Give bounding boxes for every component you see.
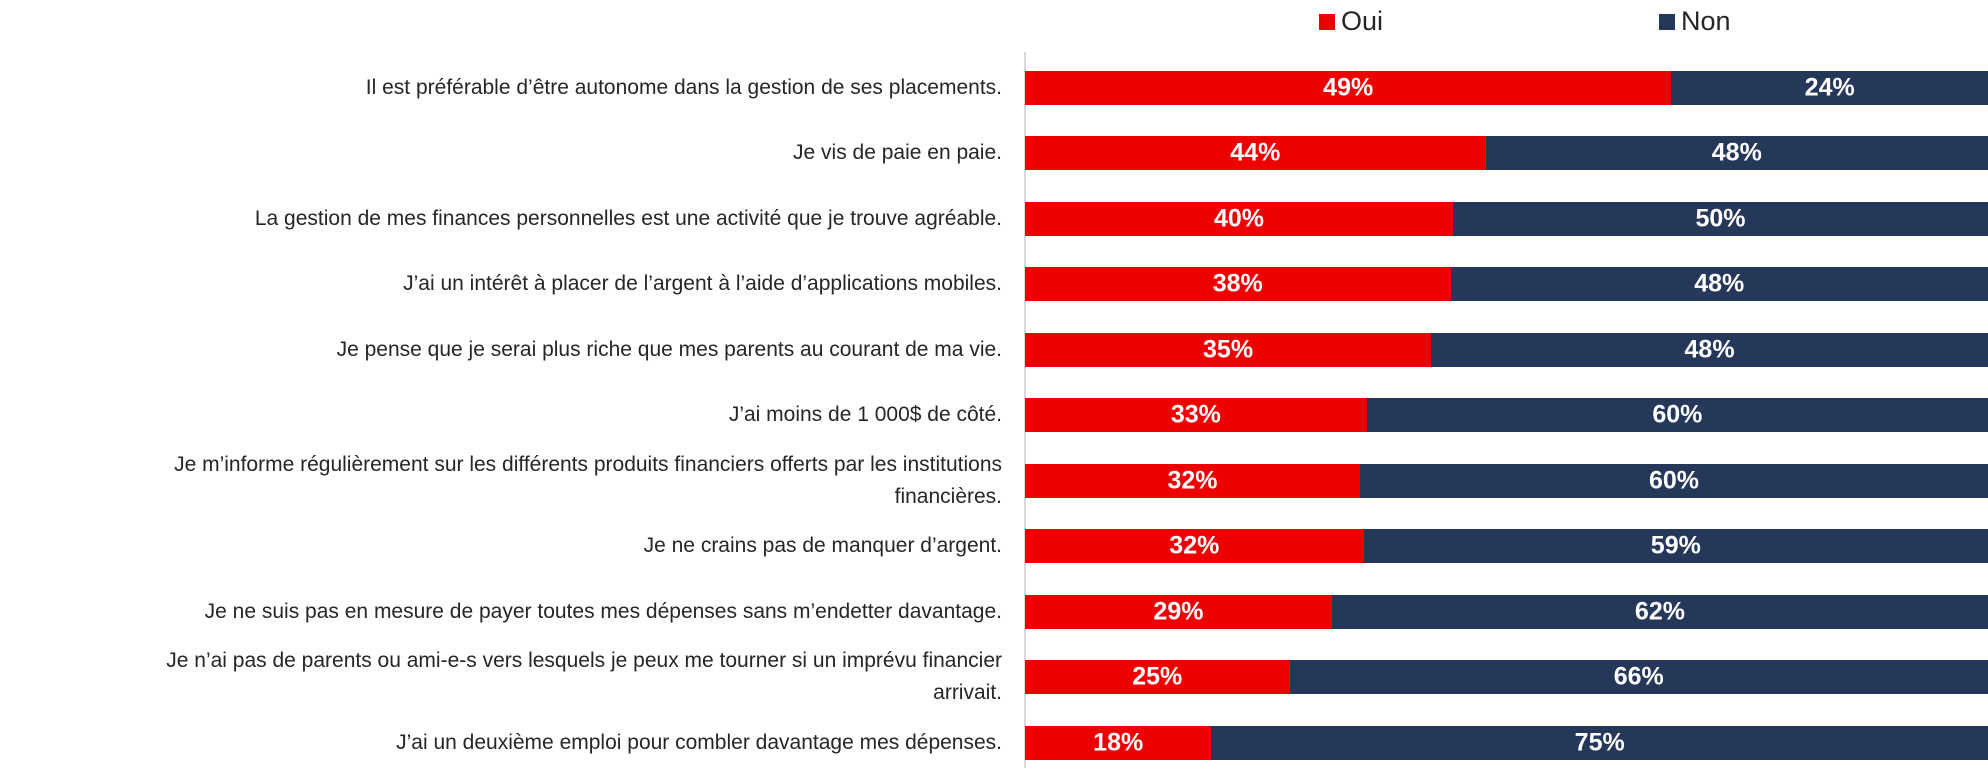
legend-swatch	[1659, 14, 1675, 30]
legend-swatch	[1319, 14, 1335, 30]
category-label: J’ai un intérêt à placer de l’argent à l…	[403, 272, 1002, 295]
value-label: 62%	[1634, 597, 1685, 625]
value-label: 48%	[1711, 138, 1762, 167]
value-label: 25%	[1132, 662, 1183, 691]
bar-segment	[1363, 529, 1988, 563]
value-label: 66%	[1613, 662, 1664, 691]
bar-segment	[1453, 201, 1988, 236]
bar-segment	[1366, 398, 1988, 432]
bar-segment	[1671, 70, 1988, 105]
value-label: 32%	[1167, 466, 1218, 494]
value-label: 50%	[1695, 204, 1746, 232]
value-label: 29%	[1153, 597, 1204, 625]
bar-segment	[1359, 463, 1988, 498]
value-label: 33%	[1170, 400, 1221, 429]
category-label: Je n’ai pas de parents ou ami-e-s vers l…	[166, 649, 1002, 704]
category-label: La gestion de mes finances personnelles …	[254, 206, 1002, 230]
legend-label: Non	[1681, 6, 1731, 36]
category-label: J’ai moins de 1 000$ de côté.	[728, 403, 1002, 426]
value-label: 44%	[1230, 138, 1281, 167]
bar-segment	[1025, 201, 1453, 236]
value-label: 35%	[1203, 335, 1254, 363]
value-label: 18%	[1093, 728, 1144, 756]
category-label: Je m’informe régulièrement sur les diffé…	[174, 452, 1002, 508]
category-label: Il est préférable d’être autonome dans l…	[365, 75, 1002, 99]
bar-segment	[1025, 267, 1451, 301]
value-label: 60%	[1648, 466, 1699, 494]
legend-label: Oui	[1341, 6, 1384, 36]
bar-segment	[1025, 529, 1364, 563]
bar-segment	[1025, 70, 1672, 105]
bar-segment	[1485, 136, 1988, 170]
bar-segment	[1025, 594, 1332, 629]
value-label: 60%	[1652, 400, 1703, 429]
value-label: 49%	[1323, 73, 1374, 101]
bar-segment	[1289, 660, 1988, 694]
value-label: 75%	[1574, 728, 1625, 756]
bar-segment	[1025, 398, 1367, 432]
bar-segment	[1450, 267, 1988, 301]
bar-segment	[1431, 332, 1988, 367]
bar-segment	[1025, 463, 1360, 498]
category-label: Je ne crains pas de manquer d’argent.	[643, 534, 1002, 557]
value-label: 38%	[1212, 269, 1263, 298]
category-label: Je pense que je serai plus riche que mes…	[336, 337, 1002, 361]
category-label: Je vis de paie en paie.	[793, 141, 1002, 164]
value-label: 24%	[1804, 73, 1855, 101]
bar-segment	[1331, 594, 1988, 629]
value-label: 48%	[1684, 335, 1735, 363]
value-label: 40%	[1213, 204, 1265, 232]
bar-segment	[1211, 725, 1988, 760]
bar-segment	[1025, 725, 1212, 760]
category-label: J’ai un deuxième emploi pour combler dav…	[396, 730, 1002, 754]
bar-segment	[1025, 332, 1432, 367]
bar-segment	[1025, 660, 1290, 694]
bar-segment	[1025, 136, 1486, 170]
value-label: 48%	[1694, 269, 1745, 298]
category-label: Je ne suis pas en mesure de payer toutes…	[204, 599, 1002, 623]
value-label: 59%	[1650, 531, 1701, 560]
value-label: 32%	[1169, 531, 1220, 560]
